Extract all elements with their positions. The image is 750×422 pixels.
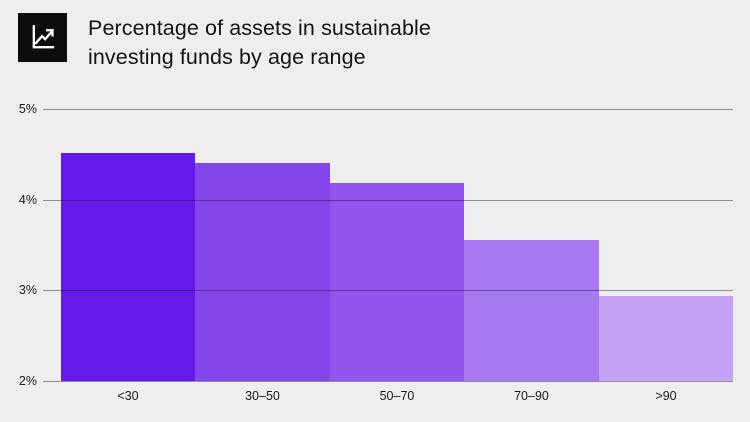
chart-title: Percentage of assets in sustainable inve… <box>88 16 431 69</box>
bar-50–70 <box>330 183 464 381</box>
x-tick-label: >90 <box>655 389 677 403</box>
y-tick-label: 2% <box>18 374 37 388</box>
trend-line-glyph <box>33 29 53 45</box>
x-tick-label: 50–70 <box>379 389 415 403</box>
x-tick-label: 30–50 <box>245 389 280 403</box>
y-tick-label: 3% <box>18 283 37 297</box>
axis-glyph <box>32 24 54 48</box>
y-tick-label: 5% <box>18 102 37 116</box>
gridline-3% <box>43 290 733 291</box>
arrow-head-glyph <box>45 28 54 36</box>
x-tick-label: 70–90 <box>514 389 549 403</box>
bar-70–90 <box>464 240 599 381</box>
line-chart-icon <box>18 13 67 62</box>
bar-<30 <box>61 153 195 381</box>
bar-30–50 <box>195 163 330 381</box>
gridline-4% <box>43 200 733 201</box>
bar->90 <box>599 296 733 381</box>
y-tick-label: 4% <box>18 193 37 207</box>
x-tick-label: <30 <box>117 389 139 403</box>
gridline-5% <box>43 109 733 110</box>
gridline-2% <box>43 381 733 382</box>
